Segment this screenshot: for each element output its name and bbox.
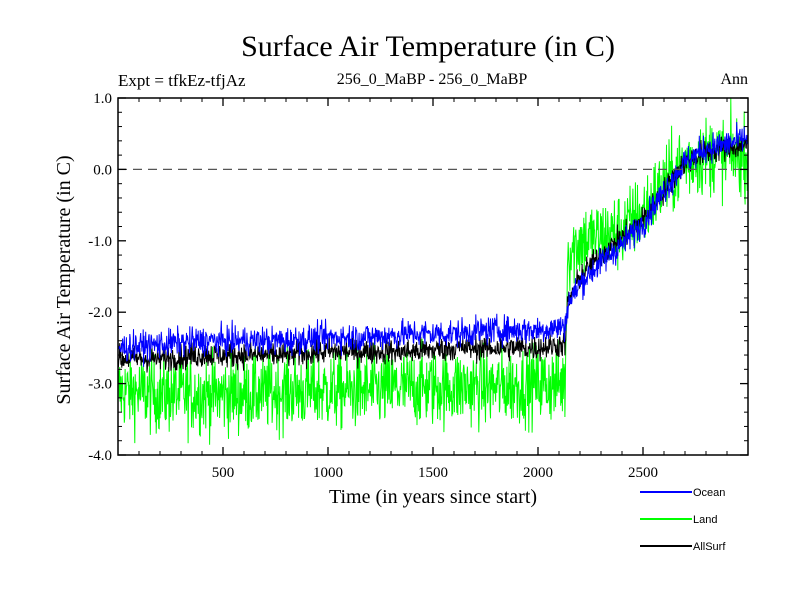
- comparison-label: 256_0_MaBP - 256_0_MaBP: [337, 71, 528, 88]
- x-tick-label: 2000: [523, 465, 553, 481]
- series-line-ocean: [117, 121, 749, 367]
- experiment-label: Expt = tfkEz-tfjAz: [118, 71, 246, 90]
- x-tick-label: 1500: [418, 465, 448, 481]
- y-tick-label: -1.0: [88, 234, 112, 250]
- legend-label-ocean: Ocean: [693, 487, 725, 499]
- legend-label-land: Land: [693, 514, 717, 526]
- y-tick-label: -3.0: [88, 377, 112, 393]
- y-tick-label: -4.0: [88, 448, 112, 464]
- x-axis-title: Time (in years since start): [329, 486, 537, 508]
- y-tick-label: 0.0: [93, 162, 112, 178]
- legend-label-allsurf: AllSurf: [693, 541, 726, 553]
- y-tick-label: -2.0: [88, 305, 112, 321]
- y-tick-label: 1.0: [93, 91, 112, 107]
- x-tick-label: 1000: [313, 465, 343, 481]
- y-axis-title: Surface Air Temperature (in C): [53, 155, 75, 404]
- x-tick-label: 2500: [628, 465, 658, 481]
- legend: Ocean Land AllSurf: [640, 487, 726, 553]
- y-axis: -4.0 -3.0 -2.0 -1.0 0.0 1.0: [88, 91, 748, 464]
- series-line-allsurf: [117, 135, 749, 373]
- chart-title: Surface Air Temperature (in C): [241, 30, 615, 63]
- x-axis: 500 1000 1500 2000 2500: [138, 98, 728, 481]
- plot-series-layer: [117, 98, 749, 445]
- season-label: Ann: [720, 71, 748, 88]
- series-line-land: [117, 98, 749, 445]
- x-tick-label: 500: [212, 465, 235, 481]
